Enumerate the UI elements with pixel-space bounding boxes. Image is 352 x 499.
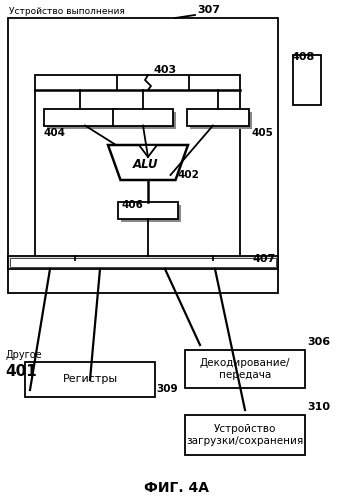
- Bar: [185, 415, 305, 455]
- Bar: [118, 202, 178, 219]
- Text: 402: 402: [177, 170, 199, 180]
- Text: 310: 310: [307, 402, 330, 412]
- Text: ALU: ALU: [133, 158, 159, 171]
- Text: 309: 309: [156, 384, 178, 394]
- Bar: [187, 108, 249, 126]
- Bar: [8, 256, 278, 269]
- Text: 404: 404: [44, 128, 66, 138]
- Bar: [47, 111, 119, 129]
- Text: 403: 403: [153, 65, 176, 75]
- Bar: [44, 108, 116, 126]
- Polygon shape: [108, 145, 188, 180]
- Text: 408: 408: [291, 52, 314, 62]
- Bar: [113, 108, 173, 126]
- Bar: [190, 111, 252, 129]
- Bar: [35, 75, 240, 260]
- Text: Регистры: Регистры: [62, 375, 118, 385]
- Bar: [25, 362, 155, 397]
- Bar: [121, 205, 181, 222]
- Bar: [8, 18, 278, 293]
- Text: 407: 407: [253, 254, 276, 264]
- Text: Другое: Другое: [5, 350, 42, 360]
- Bar: [185, 350, 305, 388]
- Text: Декодирование/
передача: Декодирование/ передача: [200, 358, 290, 380]
- Bar: [293, 55, 321, 105]
- Text: Устройство
загрузки/сохранения: Устройство загрузки/сохранения: [186, 424, 304, 446]
- Text: 306: 306: [307, 337, 330, 347]
- Bar: [116, 111, 176, 129]
- Text: Устройство выполнения: Устройство выполнения: [9, 7, 125, 16]
- Polygon shape: [139, 145, 157, 157]
- Text: 401: 401: [5, 364, 37, 380]
- Text: 405: 405: [251, 128, 273, 138]
- Text: 307: 307: [197, 5, 220, 15]
- Text: 406: 406: [121, 200, 143, 210]
- Text: ФИГ. 4А: ФИГ. 4А: [144, 481, 208, 495]
- Bar: [10, 258, 276, 267]
